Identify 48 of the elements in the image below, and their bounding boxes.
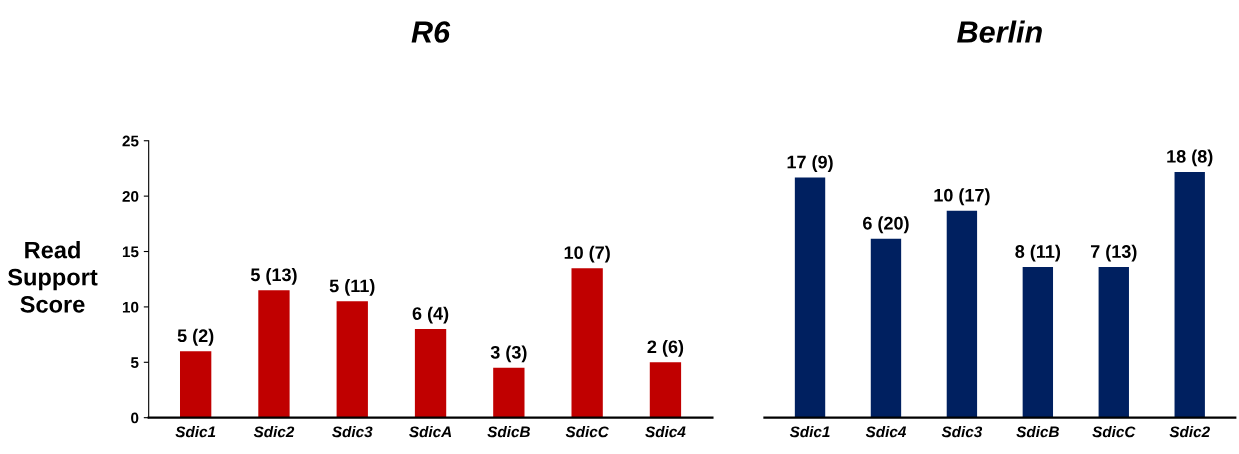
bar: [946, 210, 978, 418]
x-tick-label: SdicC: [565, 426, 609, 438]
bar: [414, 329, 447, 418]
bar: [870, 238, 902, 418]
annotation: 6 (4): [412, 306, 449, 324]
annotation: 6 (20): [863, 216, 909, 234]
annotation: 3 (3): [490, 345, 527, 363]
x-tick-label: Sdic1: [175, 426, 216, 438]
annotation: 5 (2): [177, 328, 214, 346]
bar: [493, 367, 525, 418]
annotation: 5 (13): [250, 267, 297, 285]
x-tick-label: Sdic2: [253, 426, 295, 438]
bar: [1098, 267, 1129, 418]
x-tick-label: SdicB: [1016, 426, 1059, 438]
annotation: 2 (6): [647, 339, 684, 357]
bar: [794, 177, 826, 418]
bar: [571, 268, 603, 418]
annotation: 7 (13): [1090, 244, 1137, 262]
x-tick-label: Sdic2: [1169, 426, 1210, 438]
x-tick-label: Sdic3: [332, 426, 373, 438]
y-tick-label: 0: [131, 412, 139, 424]
x-tick-label: Sdic4: [645, 426, 686, 438]
annotation: 5 (11): [329, 278, 375, 296]
x-tick-label: SdicB: [487, 426, 530, 438]
y-tick-label: 5: [130, 357, 139, 368]
annotation: 17 (9): [787, 155, 833, 172]
bar: [336, 301, 368, 418]
y-tick-label: 25: [122, 135, 139, 147]
bar: [180, 351, 212, 418]
annotation: 10 (17): [934, 188, 990, 206]
annotation: 8 (11): [1015, 244, 1061, 262]
bar: [258, 290, 290, 418]
bar: [1174, 171, 1205, 418]
annotation: 10 (7): [564, 245, 610, 263]
annotation: 18 (8): [1167, 149, 1213, 167]
x-tick-label: SdicC: [1092, 426, 1136, 438]
x-tick-label: Sdic4: [865, 426, 907, 438]
chart-title: R6: [411, 21, 451, 43]
y-tick-label: 20: [122, 191, 139, 202]
y-tick-label: 10: [122, 301, 139, 313]
x-tick-label: Sdic3: [941, 426, 983, 438]
x-tick-label: SdicA: [409, 426, 452, 438]
chart-title: Berlin: [957, 20, 1042, 43]
y-axis-title: Read Support Score: [7, 241, 98, 313]
x-tick-label: Sdic1: [789, 426, 830, 438]
bar: [1022, 267, 1054, 418]
y-tick-label: 15: [122, 246, 139, 258]
bar: [649, 362, 682, 418]
